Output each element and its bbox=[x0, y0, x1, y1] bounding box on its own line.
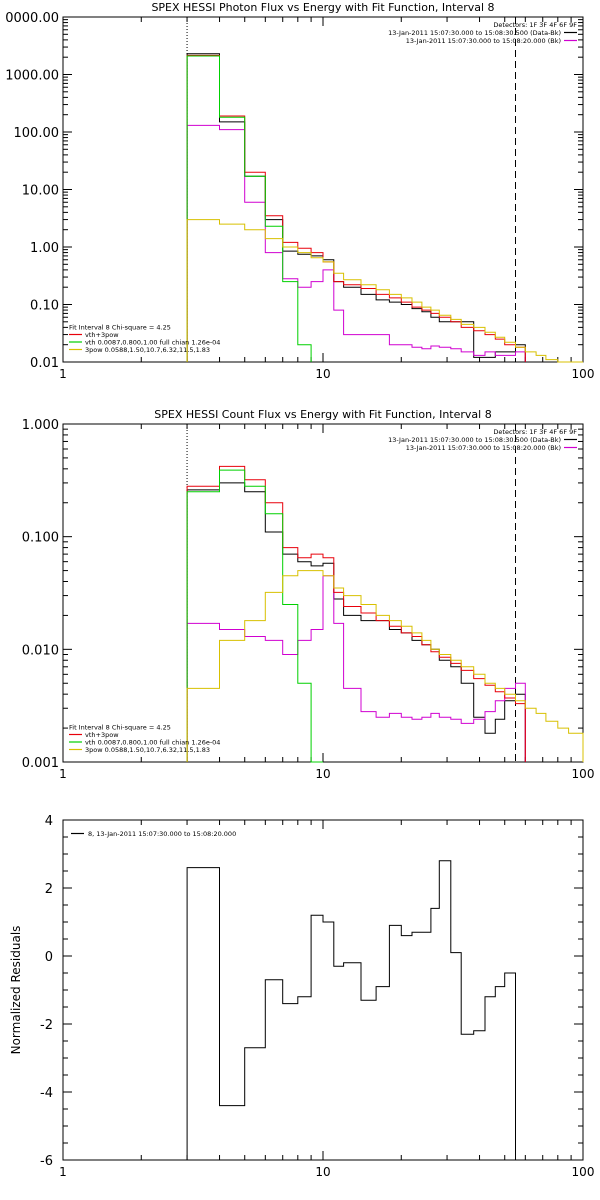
count-series-data-bk bbox=[186, 482, 526, 762]
photon-series-data-bk bbox=[186, 53, 526, 362]
count-y-tick-label: 0.010 bbox=[22, 643, 59, 658]
count-series-3pow bbox=[186, 570, 584, 762]
residuals-x-tick-label: 10 bbox=[315, 1165, 330, 1179]
count-legend-header: 13-Jan-2011 15:07:30.000 to 15:08:30.500… bbox=[388, 436, 561, 444]
residuals-x-tick-label: 100 bbox=[572, 1165, 595, 1179]
photon-legend-entry: Fit Interval 8 Chi-square = 4.25 bbox=[69, 324, 171, 332]
count-y-tick-label: 1.000 bbox=[22, 418, 59, 433]
count-y-tick-label: 0.001 bbox=[22, 756, 59, 771]
photon-legend-entry: vth 0.0087,0.800,1.00 full chian 1.26e-0… bbox=[85, 339, 220, 347]
count-series-vth bbox=[186, 469, 323, 763]
residuals-y-tick-label: 4 bbox=[45, 814, 53, 829]
photon-x-tick-label: 1 bbox=[59, 367, 67, 381]
photon-series-bk bbox=[186, 124, 526, 362]
count-x-tick-label: 100 bbox=[572, 767, 595, 781]
residuals-series-residuals bbox=[186, 860, 516, 1160]
photon-y-tick-label: 0.01 bbox=[30, 356, 59, 371]
photon-y-tick-label: 1000.00 bbox=[5, 69, 59, 84]
photon-legend-entry: 3pow 0.0588,1.50,10.7,6.32,11.5,1.83 bbox=[85, 346, 210, 354]
residuals-x-tick-label: 1 bbox=[59, 1165, 67, 1179]
photon-flux-title: SPEX HESSI Photon Flux vs Energy with Fi… bbox=[151, 1, 494, 14]
photon-legend-header: 13-Jan-2011 15:07:30.000 to 15:08:20.000… bbox=[406, 37, 561, 45]
count-legend-entry: 3pow 0.0588,1.50,10.7,6.32,11.5,1.83 bbox=[85, 746, 210, 754]
count-legend-entry: Fit Interval 8 Chi-square = 4.25 bbox=[69, 724, 171, 732]
photon-y-tick-label: 1.00 bbox=[30, 241, 59, 256]
count-series-bk bbox=[186, 575, 526, 762]
count-flux-title: SPEX HESSI Count Flux vs Energy with Fit… bbox=[154, 408, 491, 421]
photon-legend-entry: vth+3pow bbox=[85, 331, 119, 339]
residuals-y-tick-label: 0 bbox=[45, 950, 53, 965]
photon-legend-header: 13-Jan-2011 15:07:30.000 to 15:08:30.500… bbox=[388, 29, 561, 37]
photon-x-tick-label: 100 bbox=[572, 367, 595, 381]
photon-series-3pow bbox=[186, 219, 583, 363]
count-legend-header: 13-Jan-2011 15:07:30.000 to 15:08:20.000… bbox=[406, 444, 561, 452]
photon-y-tick-label: 0.10 bbox=[30, 299, 59, 314]
residuals-y-tick-label: -4 bbox=[40, 1086, 53, 1101]
count-legend-entry: vth+3pow bbox=[85, 731, 119, 739]
residuals-y-tick-label: -6 bbox=[40, 1154, 53, 1169]
photon-series-vth-3pow bbox=[186, 54, 526, 362]
photon-y-tick-label: 10.00 bbox=[22, 184, 59, 199]
photon-legend-header: Detectors: 1F 3F 4F 6F 9F bbox=[493, 21, 577, 29]
residuals-y-tick-label: -2 bbox=[40, 1018, 53, 1033]
residuals-legend-entry: 8, 13-Jan-2011 15:07:30.000 to 15:08:20.… bbox=[88, 830, 236, 838]
photon-flux-panel: SPEX HESSI Photon Flux vs Energy with Fi… bbox=[5, 1, 594, 381]
photon-x-tick-label: 10 bbox=[315, 367, 330, 381]
photon-y-tick-label: 100.00 bbox=[14, 126, 60, 141]
photon-series-vth bbox=[186, 55, 312, 362]
photon-y-tick-label: 0000.00 bbox=[5, 11, 59, 26]
count-flux-panel: SPEX HESSI Count Flux vs Energy with Fit… bbox=[22, 408, 595, 781]
count-legend-entry: vth 0.0087,0.800,1.00 full chian 1.26e-0… bbox=[85, 739, 220, 747]
count-legend-header: Detectors: 1F 3F 4F 6F 9F bbox=[493, 428, 577, 436]
residuals-y-axis-label: Normalized Residuals bbox=[9, 926, 23, 1055]
count-y-tick-label: 0.100 bbox=[22, 531, 59, 546]
count-x-tick-label: 1 bbox=[59, 767, 67, 781]
count-x-tick-label: 10 bbox=[315, 767, 330, 781]
photon-plot-frame bbox=[62, 16, 584, 363]
residuals-y-tick-label: 2 bbox=[45, 882, 53, 897]
residuals-panel: Normalized Residuals 1 10 100 -6 -4 -2 0 2 4 8, 1… bbox=[9, 814, 594, 1179]
residuals-plot-frame bbox=[62, 819, 584, 1161]
